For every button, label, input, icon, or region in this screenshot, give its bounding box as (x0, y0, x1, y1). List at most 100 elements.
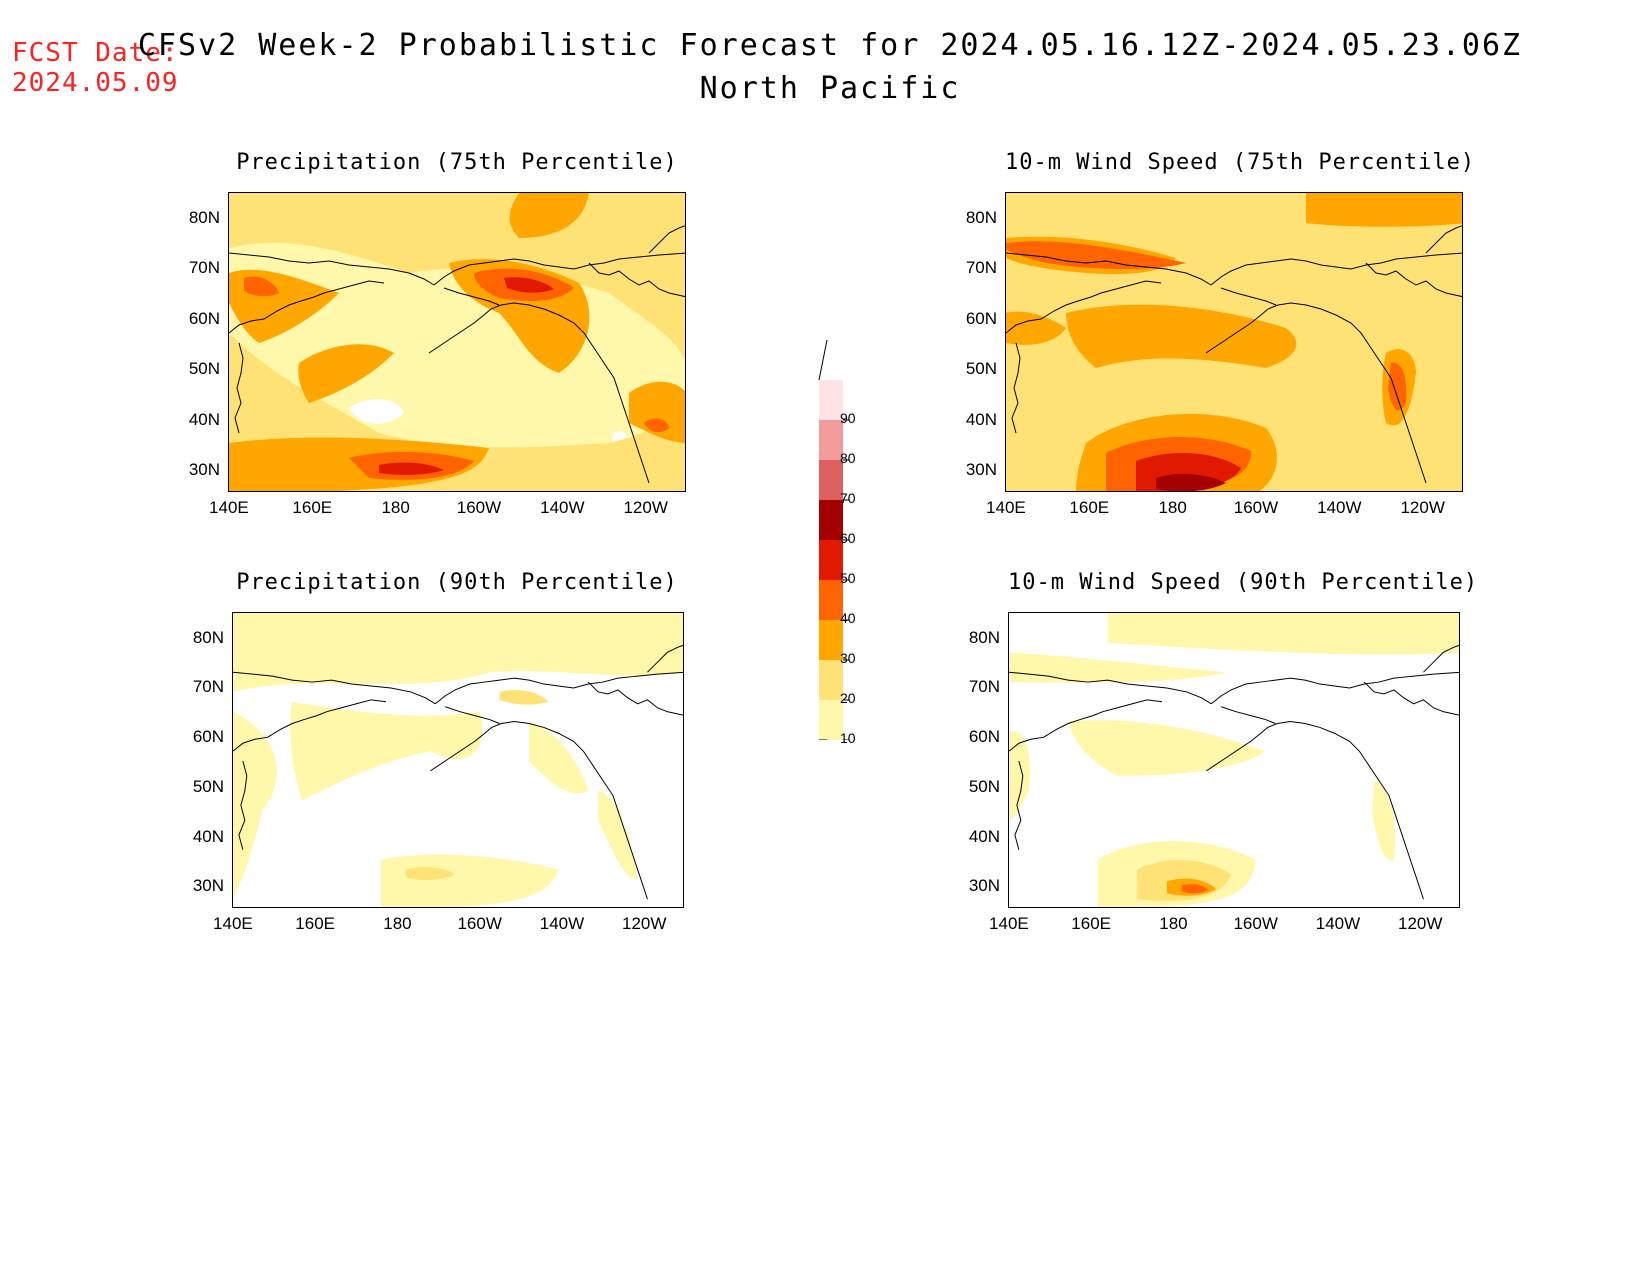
shaded-region (1006, 311, 1066, 345)
shaded-region (1009, 730, 1031, 821)
lat-label: 70N (965, 258, 997, 278)
lat-label: 30N (965, 460, 997, 479)
coastline (1363, 681, 1459, 716)
shaded-region (233, 711, 277, 900)
colorbar-label: 10 (840, 730, 856, 746)
colorbar-segment (819, 620, 843, 660)
map-wind-90 (1009, 613, 1459, 907)
coastline (430, 721, 648, 900)
shaded-region (1006, 241, 1186, 269)
lon-label: 160E (1069, 498, 1110, 517)
lat-label: 60N (968, 727, 1000, 747)
panel-title: 10-m Wind Speed (90th Percentile) (1008, 570, 1479, 595)
colorbar-segment (819, 380, 843, 420)
coastline (229, 252, 435, 286)
panel-title: 10-m Wind Speed (75th Percentile) (1005, 150, 1476, 175)
coastline (1220, 287, 1277, 306)
coastline (428, 302, 650, 484)
lat-label: 80N (968, 627, 1000, 647)
coastline (648, 225, 685, 254)
shaded-region (509, 193, 589, 238)
coastline (1014, 760, 1024, 850)
colorbar-cap (818, 340, 828, 381)
lat-label: 30N (188, 460, 220, 479)
lon-label: 160W (1233, 914, 1278, 933)
lat-label: 30N (192, 876, 224, 896)
lon-label: 140W (540, 498, 585, 517)
lat-label: 40N (188, 409, 220, 429)
colorbar-label: 30 (840, 650, 856, 666)
lon-label: 160E (295, 914, 335, 933)
lat-label: 50N (188, 359, 220, 379)
colorbar-segment (819, 660, 843, 700)
coastline (1205, 302, 1427, 484)
lon-label: 160W (456, 498, 502, 517)
shaded-region (1156, 473, 1226, 491)
shaded-region (290, 701, 483, 801)
lon-label: 140W (1315, 914, 1361, 933)
colorbar-label: 60 (840, 530, 856, 546)
lat-label: 60N (965, 308, 997, 328)
coastline (587, 681, 683, 716)
shaded-region (1388, 362, 1407, 411)
coastline (1006, 252, 1212, 286)
lat-label: 60N (188, 308, 220, 328)
colorbar-label: 80 (840, 450, 856, 466)
lon-label: 140E (989, 914, 1029, 933)
map-frame (228, 192, 686, 492)
coastline (1006, 280, 1162, 334)
lon-label: 140E (986, 498, 1026, 517)
lat-label: 40N (968, 826, 1000, 846)
lon-label: 120W (1400, 498, 1445, 517)
shaded-region (229, 193, 685, 362)
colorbar-segment (819, 540, 843, 580)
lat-label: 50N (965, 359, 997, 379)
shaded-region (298, 344, 394, 403)
coastline (1365, 262, 1462, 298)
page-title: CFSv2 Week-2 Probabilistic Forecast for … (0, 28, 1650, 106)
colorbar-label: 40 (840, 610, 856, 626)
lon-label: 180 (1159, 914, 1188, 933)
coastline (238, 760, 248, 850)
shaded-region (1107, 613, 1459, 655)
map-frame (1008, 612, 1460, 908)
coastline (234, 342, 244, 434)
coastline (233, 671, 436, 705)
colorbar-label: 90 (840, 410, 856, 426)
shaded-region (644, 418, 669, 433)
coastline (588, 262, 685, 298)
lon-label: 160W (457, 914, 502, 933)
title-line-2: North Pacific (699, 71, 961, 106)
lon-label: 140W (539, 914, 585, 933)
map-precip-90 (233, 613, 683, 907)
map-precip-75 (229, 193, 685, 491)
lon-label: 140W (1317, 498, 1362, 517)
lat-label: 30N (968, 876, 1000, 896)
colorbar-segment (819, 500, 843, 540)
shaded-region (405, 867, 456, 881)
shaded-region (629, 381, 685, 443)
lat-label: 50N (192, 776, 224, 796)
colorbar-segment (819, 460, 843, 500)
low-probability-region (349, 398, 404, 424)
lon-label: 120W (623, 498, 668, 517)
colorbar-segment (819, 700, 843, 740)
map-frame (232, 612, 684, 908)
colorbar (818, 340, 849, 740)
shaded-region (598, 790, 638, 880)
coastline (233, 699, 387, 752)
colorbar-segment (819, 420, 843, 460)
lon-label: 120W (1398, 914, 1443, 933)
lon-label: 180 (383, 914, 412, 933)
lat-label: 40N (965, 409, 997, 429)
lat-label: 40N (192, 826, 224, 846)
shaded-region (1372, 780, 1396, 861)
colorbar-label: 20 (840, 690, 856, 706)
coastline (443, 287, 500, 306)
shaded-region (1181, 884, 1209, 894)
coastline (1210, 252, 1462, 286)
coastline (647, 644, 683, 673)
panel-title: Precipitation (75th Percentile) (236, 150, 678, 175)
shaded-region (244, 276, 279, 297)
title-line-1: CFSv2 Week-2 Probabilistic Forecast for … (137, 28, 1523, 63)
